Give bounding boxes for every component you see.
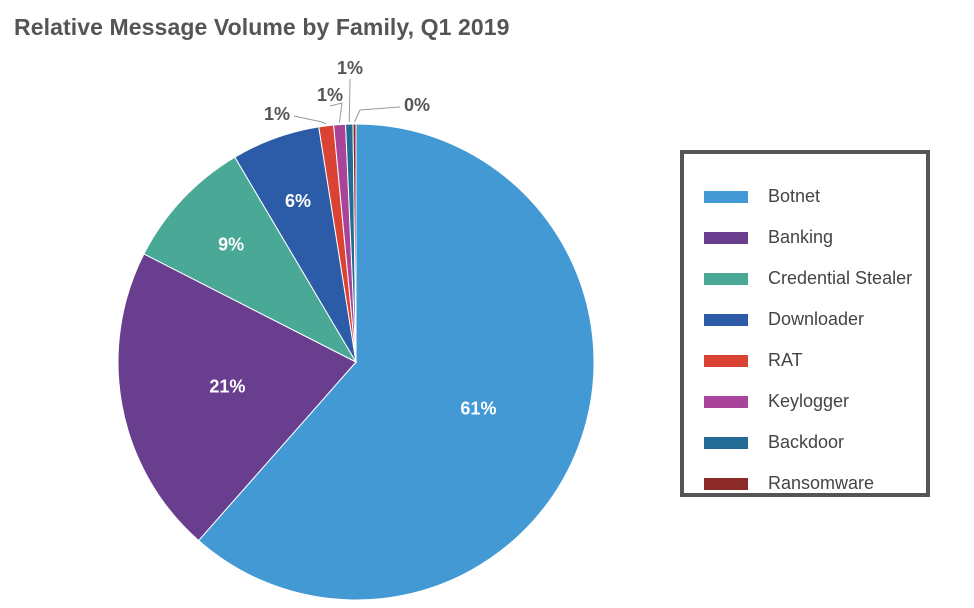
- legend-swatch: [704, 477, 748, 490]
- pie-slice-ransomware: [352, 123, 357, 363]
- legend-item: Botnet: [704, 176, 926, 217]
- legend-label: Banking: [768, 227, 834, 247]
- slice-value-label: 1%: [337, 58, 363, 78]
- legend-swatch: [704, 231, 748, 244]
- slice-value-label: 21%: [209, 377, 245, 397]
- legend-item: Downloader: [704, 299, 926, 340]
- legend-label: Downloader: [768, 309, 865, 329]
- slice-value-label: 1%: [264, 104, 290, 124]
- chart-legend: Botnet Banking Credential Stealer Downloade…: [680, 150, 930, 497]
- legend-label: Botnet: [768, 186, 821, 206]
- legend-label: Backdoor: [768, 432, 845, 452]
- legend-swatch: [704, 436, 748, 449]
- label-leader-line: [348, 79, 351, 123]
- slice-value-label: 61%: [460, 398, 496, 418]
- slice-value-label: 0%: [404, 95, 430, 115]
- pie-slice-botnet: [197, 123, 595, 601]
- legend-item: Keylogger: [704, 381, 926, 422]
- legend-label: RAT: [768, 350, 803, 370]
- legend-item: Ransomware: [704, 463, 926, 504]
- chart-title: Relative Message Volume by Family, Q1 20…: [14, 14, 510, 40]
- label-leader-line: [329, 102, 343, 123]
- legend-item: Backdoor: [704, 422, 926, 463]
- legend-swatch: [704, 395, 748, 408]
- legend-swatch: [704, 272, 748, 285]
- legend-label: Keylogger: [768, 391, 850, 411]
- pie-slice-banking: [117, 253, 357, 542]
- slice-value-label: 9%: [218, 235, 244, 255]
- label-leader-line: [293, 115, 327, 125]
- slice-value-label: 1%: [317, 85, 343, 105]
- pie-slice-credential-stealer: [143, 156, 358, 364]
- legend-swatch: [704, 190, 748, 203]
- legend-label: Ransomware: [768, 473, 875, 493]
- legend-label: Credential Stealer: [768, 268, 913, 288]
- legend-item: Banking: [704, 217, 926, 258]
- label-leader-line: [354, 106, 401, 123]
- legend-item: RAT: [704, 340, 926, 381]
- slice-value-label: 6%: [285, 191, 311, 211]
- legend-swatch: [704, 313, 748, 326]
- legend-swatch: [704, 354, 748, 367]
- legend-item: Credential Stealer: [704, 258, 926, 299]
